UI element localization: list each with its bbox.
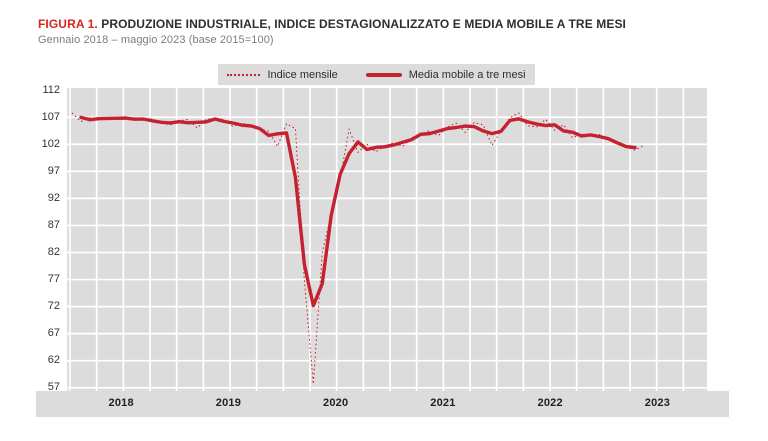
y-axis-tick-label: 77: [47, 273, 60, 286]
legend-item-label: Media mobile a tre mesi: [408, 68, 526, 81]
x-axis-year-label: 2021: [430, 397, 456, 409]
legend-swatch-dotted-line: [227, 73, 261, 76]
plot-area: [67, 88, 707, 391]
y-axis-tick-label: 62: [47, 354, 60, 367]
y-axis-tick-label: 87: [47, 218, 60, 231]
plot-panel: [67, 88, 707, 391]
figure-label: FIGURA 1.: [38, 17, 98, 31]
x-axis-year-label: 2020: [323, 397, 349, 409]
y-axis-tick-label: 97: [47, 164, 60, 177]
x-axis-band: 2018 2019 2020 2021 2022 2023: [36, 391, 729, 417]
x-axis-year-label: 2023: [644, 397, 671, 409]
chart-legend: Indice mensile Media mobile a tre mesi: [218, 64, 535, 85]
monthly-index-line: [71, 112, 645, 385]
figure-title-row: FIGURA 1. PRODUZIONE INDUSTRIALE, INDICE…: [38, 17, 754, 31]
y-axis-tick-label: 102: [41, 137, 60, 150]
legend-swatch-solid-line: [365, 72, 402, 77]
figure-title: PRODUZIONE INDUSTRIALE, INDICE DESTAGION…: [101, 17, 626, 31]
x-axis-year-label: 2022: [537, 397, 563, 409]
y-axis-tick-label: 107: [41, 110, 60, 123]
y-axis-tick-label: 112: [42, 83, 60, 96]
y-axis-tick-label: 82: [47, 245, 60, 258]
figure-subtitle: Gennaio 2018 – maggio 2023 (base 2015=10…: [38, 34, 274, 46]
y-axis-tick-label: 72: [47, 300, 60, 313]
legend-item-label: Indice mensile: [267, 68, 338, 81]
y-axis-tick-label: 57: [47, 381, 60, 394]
x-axis-year-label: 2018: [108, 397, 134, 409]
moving-average-line: [79, 115, 637, 308]
x-axis-year-label: 2019: [215, 397, 242, 409]
y-axis-tick-label: 67: [47, 327, 60, 340]
y-axis-tick-label: 92: [47, 191, 60, 204]
